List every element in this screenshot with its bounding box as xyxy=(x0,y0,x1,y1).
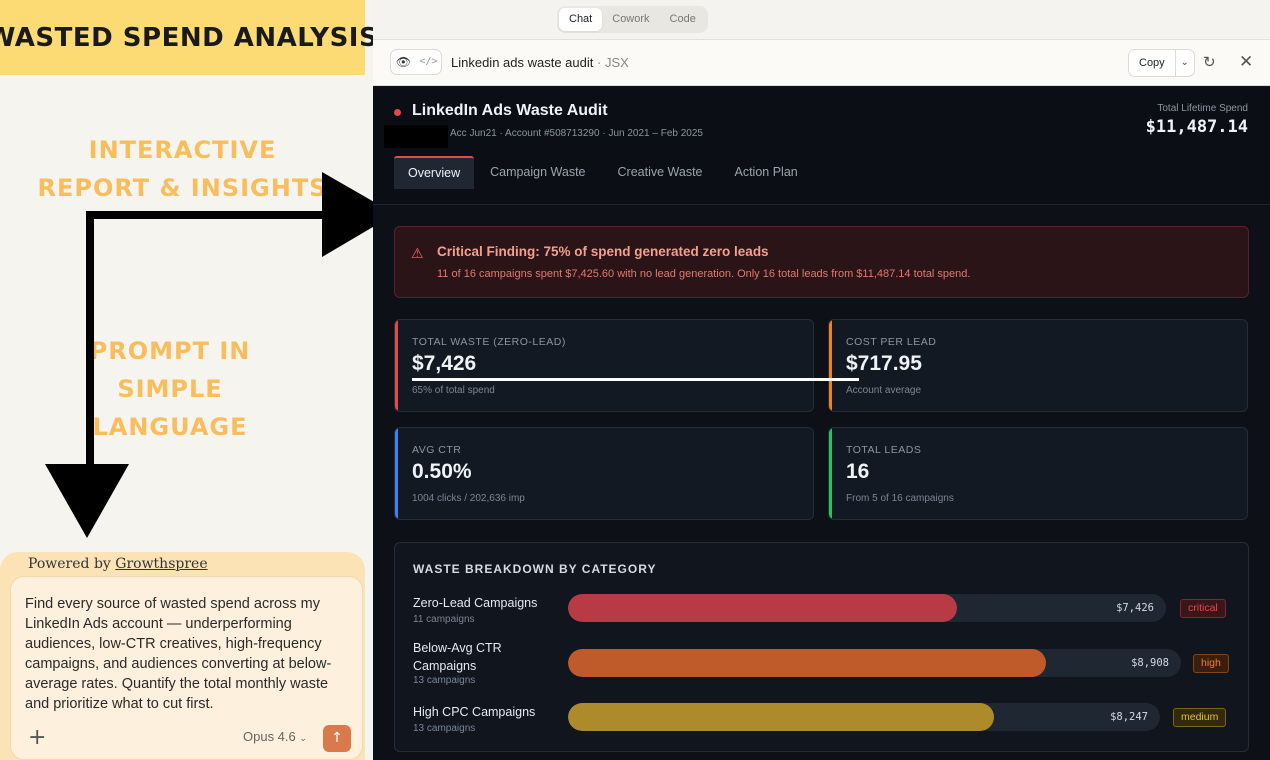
powered-prefix: Powered by xyxy=(28,556,111,572)
mode-tab-chat[interactable]: Chat xyxy=(559,8,603,31)
lifetime-spend-label: Total Lifetime Spend xyxy=(1157,103,1248,114)
kpi-value: $7,426 xyxy=(412,352,477,375)
dashboard-subtitle: Acc Jun21 · Account #508713290 · Jun 202… xyxy=(450,128,703,139)
mode-tab-cowork[interactable]: Cowork xyxy=(612,13,650,25)
status-dot xyxy=(394,109,401,116)
severity-badge: critical xyxy=(1180,599,1226,618)
eye-icon[interactable]: 👁 xyxy=(395,55,412,69)
dashboard-tabs: Overview Campaign Waste Creative Waste A… xyxy=(394,156,814,189)
kpi-card-total-waste: TOTAL WASTE (ZERO-LEAD) $7,426 65% of to… xyxy=(394,319,814,412)
dashboard-header: LinkedIn Ads Waste Audit Acc Jun21 · Acc… xyxy=(373,86,1270,205)
breakdown-name: Below-Avg CTR Campaigns xyxy=(413,641,502,673)
severity-badge: high xyxy=(1193,654,1229,673)
title-banner: WASTED SPEND ANALYSIS xyxy=(0,0,373,75)
left-panel: WASTED SPEND ANALYSIS INTERACTIVE REPORT… xyxy=(0,0,373,760)
waste-breakdown-panel: WASTE BREAKDOWN BY CATEGORY Zero-Lead Ca… xyxy=(394,542,1249,752)
kpi-accent-bar xyxy=(829,428,832,519)
kpi-note: Account average xyxy=(846,385,922,396)
breakdown-amount: $8,908 xyxy=(1131,657,1169,669)
send-button[interactable]: ↑ xyxy=(323,725,351,752)
breakdown-count: 13 campaigns xyxy=(413,675,476,686)
kpi-card-cost-per-lead: COST PER LEAD $717.95 Account average xyxy=(828,319,1248,412)
code-icon[interactable]: </> xyxy=(419,56,438,67)
artifact-toolbar: 👁 </> Linkedin ads waste audit · JSX Cop… xyxy=(373,40,1270,86)
kpi-accent-bar xyxy=(395,428,398,519)
breakdown-title: WASTE BREAKDOWN BY CATEGORY xyxy=(413,562,657,576)
kpi-label: TOTAL WASTE (ZERO-LEAD) xyxy=(412,336,566,348)
tab-overview[interactable]: Overview xyxy=(394,156,475,189)
warning-icon: ⚠ xyxy=(411,245,424,261)
kpi-note: 65% of total spend xyxy=(412,385,495,396)
breakdown-name: High CPC Campaigns xyxy=(413,705,536,719)
top-bar: Chat Cowork Code xyxy=(373,0,1270,40)
model-name: Opus 4.6 xyxy=(243,729,296,744)
kpi-value: 0.50% xyxy=(412,460,472,483)
kpi-accent-bar xyxy=(395,320,398,411)
view-toggle: 👁 </> xyxy=(390,49,442,75)
kpi-card-total-leads: TOTAL LEADS 16 From 5 of 16 campaigns xyxy=(828,427,1248,520)
kpi-value: 16 xyxy=(846,460,870,483)
kpi-label: COST PER LEAD xyxy=(846,336,937,348)
refresh-icon[interactable]: ↻ xyxy=(1203,53,1216,71)
plus-icon[interactable]: + xyxy=(28,725,47,750)
critical-alert: ⚠ Critical Finding: 75% of spend generat… xyxy=(394,226,1249,298)
chevron-down-icon[interactable]: ⌄ xyxy=(1180,57,1189,68)
breakdown-name: Zero-Lead Campaigns xyxy=(413,596,538,610)
kpi-accent-bar xyxy=(829,320,832,411)
redaction-box xyxy=(384,125,448,148)
breakdown-track: $8,908 xyxy=(568,649,1181,677)
breakdown-fill xyxy=(568,703,995,731)
banner-title: WASTED SPEND ANALYSIS xyxy=(0,22,373,53)
breakdown-amount: $8,247 xyxy=(1110,711,1148,723)
prompt-text[interactable]: Find every source of wasted spend across… xyxy=(25,596,332,712)
prompt-input-box[interactable] xyxy=(10,576,363,760)
annotation-strike-line xyxy=(412,378,859,381)
chevron-down-icon: ⌄ xyxy=(299,733,307,743)
breakdown-count: 11 campaigns xyxy=(413,614,475,625)
kpi-card-avg-ctr: AVG CTR 0.50% 1004 clicks / 202,636 imp xyxy=(394,427,814,520)
close-icon[interactable]: ✕ xyxy=(1239,52,1254,72)
kpi-note: 1004 clicks / 202,636 imp xyxy=(412,493,525,504)
tab-action-plan[interactable]: Action Plan xyxy=(734,165,798,179)
kpi-label: TOTAL LEADS xyxy=(846,444,922,456)
mode-switcher: Chat Cowork Code xyxy=(557,6,708,33)
artifact-title: Linkedin ads waste audit · JSX xyxy=(451,55,629,70)
breakdown-track: $7,426 xyxy=(568,594,1166,622)
copy-button[interactable]: Copy xyxy=(1129,50,1176,76)
powered-by: Powered by Growthspree xyxy=(28,556,208,572)
alert-text: 11 of 16 campaigns spent $7,425.60 with … xyxy=(437,268,971,280)
breakdown-track: $8,247 xyxy=(568,703,1160,731)
dashboard: LinkedIn Ads Waste Audit Acc Jun21 · Acc… xyxy=(373,86,1270,760)
alert-title: Critical Finding: 75% of spend generated… xyxy=(437,244,769,259)
mode-tab-code[interactable]: Code xyxy=(669,13,696,25)
breakdown-fill xyxy=(568,649,1047,677)
model-selector[interactable]: Opus 4.6 ⌄ xyxy=(243,729,307,744)
breakdown-amount: $7,426 xyxy=(1116,602,1154,614)
tab-creative-waste[interactable]: Creative Waste xyxy=(617,165,703,179)
annotation-report: INTERACTIVE REPORT & INSIGHTS xyxy=(37,136,328,202)
annotation-prompt: PROMPT IN SIMPLE LANGUAGE xyxy=(89,337,251,441)
breakdown-fill xyxy=(568,594,957,622)
copy-group: Copy ⌄ xyxy=(1128,49,1195,77)
severity-badge: medium xyxy=(1173,708,1227,727)
lifetime-spend-value: $11,487.14 xyxy=(1145,117,1248,137)
breakdown-count: 13 campaigns xyxy=(413,723,476,734)
kpi-label: AVG CTR xyxy=(412,444,462,456)
kpi-value: $717.95 xyxy=(846,352,922,375)
kpi-note: From 5 of 16 campaigns xyxy=(846,493,954,504)
tab-campaign-waste[interactable]: Campaign Waste xyxy=(490,165,586,179)
artifact-type: · JSX xyxy=(597,55,629,70)
artifact-name: Linkedin ads waste audit xyxy=(451,55,594,70)
dashboard-title: LinkedIn Ads Waste Audit xyxy=(412,102,608,119)
powered-brand-link[interactable]: Growthspree xyxy=(115,556,208,572)
